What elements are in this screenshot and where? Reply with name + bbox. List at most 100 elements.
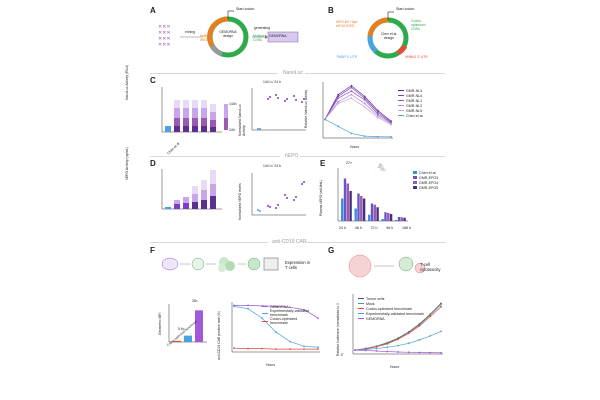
data-point xyxy=(440,330,442,333)
stack-nl5 xyxy=(210,104,216,132)
data-point xyxy=(407,332,410,335)
panel-f-bar-categories: Codon-optimized benchmark xyxy=(166,319,208,348)
panel-e-ylabel: Plasma hEPO (mIU/mL) xyxy=(319,179,323,216)
panel-b-hhba1: HHBA1 3' UTR xyxy=(405,55,428,59)
panel-f-line-legend: GEMORNA Experimentally-validated benchma… xyxy=(262,304,310,325)
data-point xyxy=(429,335,432,337)
data-point xyxy=(275,305,277,308)
data-point xyxy=(289,306,291,309)
panel-a-multiple-cds: Multiple CDSs xyxy=(253,34,265,42)
panel-c-right-xlabel: Hours xyxy=(350,145,360,149)
hepo-bar xyxy=(373,204,376,221)
panel-f-line-chart xyxy=(231,302,320,353)
data-point xyxy=(375,350,378,352)
data-point xyxy=(376,111,379,114)
svg-text:✕✕✕: ✕✕✕ xyxy=(158,36,171,42)
stack-nl1 xyxy=(174,100,180,132)
data-point xyxy=(247,304,249,307)
panel-g-xlabel: Hours xyxy=(390,365,400,369)
legend-g-codon: Codon-optimized benchmark xyxy=(358,306,424,311)
data-point xyxy=(440,303,442,306)
legend-nl4: GMR-NL4 xyxy=(398,93,423,98)
mfi-bar-1 xyxy=(184,335,192,342)
legend-g-mock: Mock xyxy=(358,301,424,306)
panel-c-left-ylabel: NanoLuc Activity (RLU) xyxy=(125,64,129,100)
hepo-rule-right xyxy=(300,156,445,157)
data-point xyxy=(337,125,340,128)
stack-nl3 xyxy=(192,100,198,132)
luciferase-line-series xyxy=(354,302,442,354)
panel-f-workflow xyxy=(161,257,279,272)
legend-g-exp: Experimentally-validated benchmark xyxy=(358,311,424,316)
panel-c-right-ylabel: Relative NanoLuc activity xyxy=(304,89,308,128)
legend-f-codon: Codon-optimized benchmark xyxy=(262,317,310,325)
legend-g-gemorna: GEMORNA xyxy=(358,316,424,321)
hepo-bar xyxy=(349,191,352,221)
data-point xyxy=(418,338,421,341)
data-point xyxy=(350,97,353,100)
panel-g-schematic xyxy=(348,254,426,278)
panel-c-legend-24: 24h xyxy=(229,128,235,132)
data-point xyxy=(390,135,392,138)
svg-text:✕✕✕: ✕✕✕ xyxy=(158,30,171,36)
legend-f-gemorna: GEMORNA xyxy=(262,304,310,309)
hepo-bar xyxy=(400,217,403,221)
data-point xyxy=(376,109,379,112)
data-point xyxy=(375,347,378,350)
svg-text:✕✕✕: ✕✕✕ xyxy=(158,42,171,48)
panel-a-output-box: GEMORNA xyxy=(269,34,287,38)
data-point xyxy=(261,317,263,319)
data-point xyxy=(363,99,366,101)
data-point xyxy=(363,95,366,98)
data-point xyxy=(317,348,319,351)
series-line-1 xyxy=(324,87,392,123)
panel-c-right-chart xyxy=(322,82,393,139)
legend-nl2: GMR-NL2 xyxy=(398,103,423,108)
panel-c-left-chart xyxy=(161,87,228,133)
section-nanoluc: NanoLuc xyxy=(283,70,304,76)
data-point xyxy=(429,314,432,316)
data-point xyxy=(386,346,389,349)
data-point xyxy=(275,331,277,334)
hepo-bar xyxy=(395,220,398,221)
panel-d-left-chart xyxy=(161,169,222,210)
mfi-bar-0 xyxy=(173,340,181,342)
panel-label-c: C xyxy=(150,76,156,85)
series-line-5 xyxy=(324,119,392,138)
data-point xyxy=(440,305,442,308)
panel-e-fold: 27× xyxy=(346,161,353,165)
panel-b-ires: iHRV-B3 +Apt-eIF4G IRES xyxy=(336,20,359,28)
data-point xyxy=(440,351,442,354)
panel-f-bar-ylabel: Geometric MFI xyxy=(158,312,162,335)
hepo-bar xyxy=(354,208,357,221)
nanoluc-rule-right xyxy=(305,73,445,74)
e-cat-1: 48 h xyxy=(354,226,362,230)
legend-nl5: GMR-NL5 xyxy=(398,108,423,113)
data-point xyxy=(429,351,432,354)
panel-label-b: B xyxy=(328,6,334,15)
panel-g-top-text: T-cell cytotoxicity xyxy=(420,262,441,272)
data-point xyxy=(407,342,410,345)
hepo-rule-left xyxy=(150,156,280,157)
series-line-4 xyxy=(324,97,392,125)
mfi-bar-2 xyxy=(195,310,203,342)
data-point xyxy=(350,93,353,96)
e-cat-3: 96 h xyxy=(386,226,394,230)
data-point xyxy=(303,348,305,351)
hepo-bar xyxy=(368,214,371,221)
hepo-bar xyxy=(389,214,393,221)
data-point xyxy=(247,307,249,310)
panel-label-f: F xyxy=(150,246,155,255)
stack-nl4 xyxy=(201,100,207,132)
panel-label-g: G xyxy=(328,246,335,255)
legend-e-chen: Chen et al. xyxy=(413,170,438,175)
data-point xyxy=(354,349,356,352)
e-cat-2: 72 h xyxy=(370,226,378,230)
panel-f-fold-small: 5.6× xyxy=(178,327,185,331)
panel-c-right-legend: GMR-NL3 GMR-NL4 GMR-NL1 GMR-NL2 GMR-NL5 … xyxy=(398,88,423,118)
data-point xyxy=(233,347,235,350)
panel-a-generating: generating xyxy=(254,26,271,30)
data-point xyxy=(350,132,353,135)
data-point xyxy=(418,351,421,354)
data-point xyxy=(376,116,379,119)
